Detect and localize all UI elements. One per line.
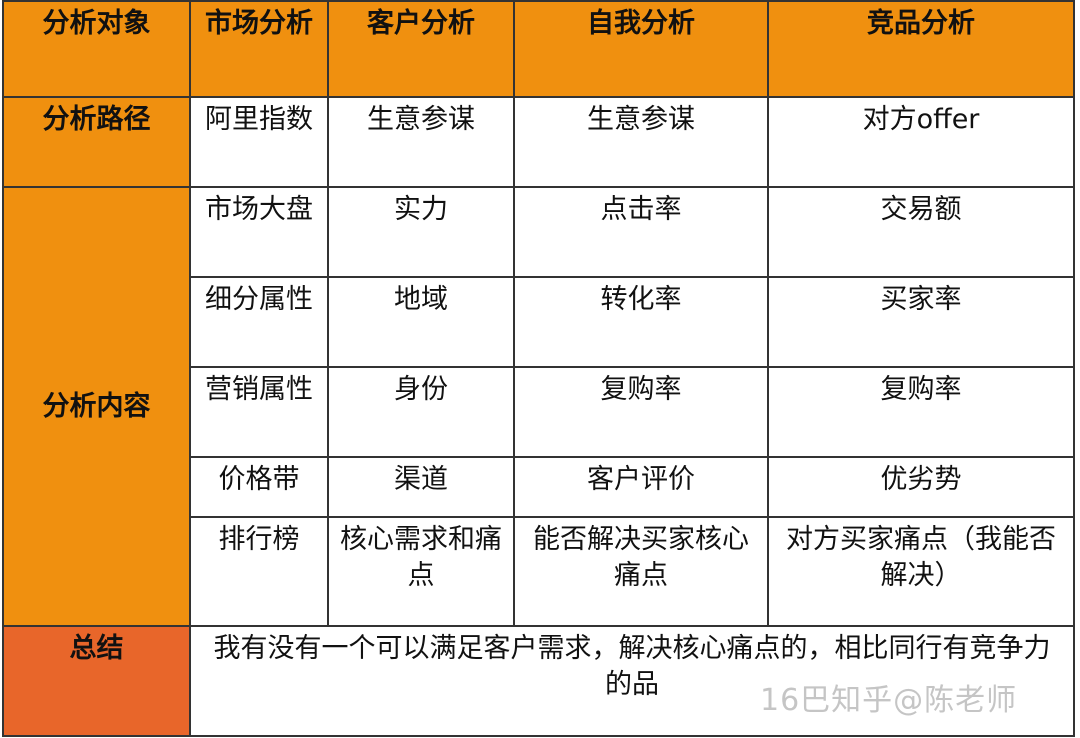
- table-cell: 身份: [329, 368, 515, 458]
- table-cell: 生意参谋: [515, 98, 769, 188]
- header-cell: 客户分析: [329, 2, 515, 98]
- header-cell: 自我分析: [515, 2, 769, 98]
- row-label-summary: 总结: [4, 627, 191, 737]
- table-cell: 生意参谋: [329, 98, 515, 188]
- watermark: 16巴知乎@陈老师: [760, 683, 1018, 718]
- table-cell: 优劣势: [769, 458, 1075, 518]
- table-cell: 市场大盘: [191, 188, 329, 278]
- table-cell: 核心需求和痛点: [329, 518, 515, 627]
- table-cell: 地域: [329, 278, 515, 368]
- table-cell: 能否解决买家核心痛点: [515, 518, 769, 627]
- header-cell: 分析对象: [4, 2, 191, 98]
- table-cell: 复购率: [769, 368, 1075, 458]
- row-label-content: 分析内容: [4, 188, 191, 627]
- header-cell: 竞品分析: [769, 2, 1075, 98]
- table-cell: 转化率: [515, 278, 769, 368]
- table-cell: 交易额: [769, 188, 1075, 278]
- table-cell: 排行榜: [191, 518, 329, 627]
- table-cell: 对方offer: [769, 98, 1075, 188]
- table-cell: 价格带: [191, 458, 329, 518]
- summary-text: 我有没有一个可以满足客户需求，解决核心痛点的，相比同行有竞争力的品: [191, 627, 1075, 737]
- table-cell: 复购率: [515, 368, 769, 458]
- table-cell: 营销属性: [191, 368, 329, 458]
- header-cell: 市场分析: [191, 2, 329, 98]
- table-cell: 客户评价: [515, 458, 769, 518]
- table-cell: 买家率: [769, 278, 1075, 368]
- table-cell: 对方买家痛点（我能否解决）: [769, 518, 1075, 627]
- table-cell: 细分属性: [191, 278, 329, 368]
- table-cell: 实力: [329, 188, 515, 278]
- row-label-path: 分析路径: [4, 98, 191, 188]
- table-cell: 阿里指数: [191, 98, 329, 188]
- table-cell: 渠道: [329, 458, 515, 518]
- table-cell: 点击率: [515, 188, 769, 278]
